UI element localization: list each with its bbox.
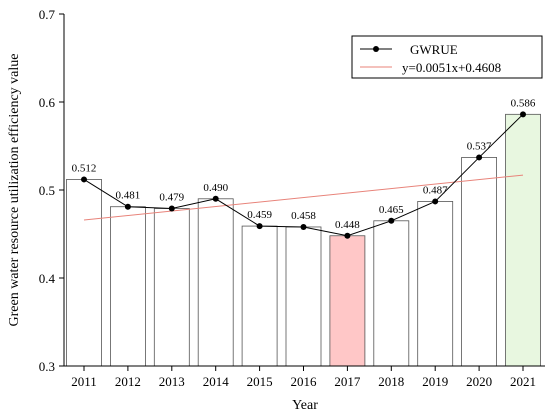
bar-2012 [110, 206, 146, 367]
x-tick-label: 2012 [115, 374, 141, 389]
y-axis-title: Green water resource utilization efficie… [7, 54, 22, 327]
point-2012 [124, 203, 131, 210]
data-label-2019: 0.487 [423, 184, 448, 196]
x-tick-label: 2020 [466, 374, 492, 389]
x-axis-title: Year [292, 398, 318, 413]
bar-2020 [461, 157, 498, 367]
data-label-2021: 0.586 [511, 97, 536, 109]
data-label-2015: 0.459 [247, 209, 272, 221]
y-tick-label: 0.7 [39, 7, 56, 22]
point-2013 [168, 205, 175, 212]
bar-2011 [66, 179, 102, 367]
y-ticks: 0.3 0.4 0.5 0.6 0.7 [39, 7, 64, 374]
x-tick-label: 2015 [247, 374, 273, 389]
data-label-2013: 0.479 [159, 191, 184, 203]
point-2014 [212, 195, 219, 202]
x-tick-label: 2017 [334, 374, 361, 389]
y-tick-label: 0.6 [39, 95, 56, 110]
legend-marker-swatch [373, 46, 379, 52]
point-2015 [256, 223, 263, 230]
legend-box [351, 35, 543, 79]
x-tick-label: 2021 [510, 374, 536, 389]
x-tick-label: 2016 [291, 374, 318, 389]
x-tick-label: 2019 [422, 374, 448, 389]
trendline-layer [83, 174, 524, 221]
data-label-2018: 0.465 [379, 204, 404, 216]
bar-2016 [285, 226, 322, 367]
legend: GWRUE y=0.0051x+0.4608 [351, 35, 543, 79]
bar-2021 [505, 113, 541, 367]
bar-2013 [153, 208, 190, 367]
data-label-2020: 0.537 [467, 140, 492, 152]
legend-label-trend: y=0.0051x+0.4608 [402, 60, 501, 75]
bar-2019 [417, 201, 454, 367]
data-label-2017: 0.448 [335, 219, 360, 231]
x-ticks: 2011 2012 2013 2014 2015 2016 2017 2018 2019 2020… [71, 366, 536, 389]
point-2019 [432, 198, 439, 205]
point-2017 [344, 232, 351, 239]
data-label-2011: 0.512 [72, 162, 97, 174]
y-tick-label: 0.3 [39, 359, 55, 374]
x-tick-label: 2018 [378, 374, 404, 389]
x-tick-label: 2013 [159, 374, 185, 389]
legend-label-gwrue: GWRUE [410, 42, 458, 57]
x-tick-label: 2014 [203, 374, 230, 389]
point-2016 [300, 223, 307, 230]
bars-layer [66, 113, 541, 367]
point-2018 [388, 217, 395, 224]
data-labels-layer: 0.512 0.481 0.479 0.490 0.459 0.458 0.448 0.465… [72, 97, 536, 230]
y-tick-label: 0.4 [39, 271, 56, 286]
bar-2017 [329, 235, 366, 367]
x-tick-label: 2011 [71, 374, 97, 389]
data-label-2012: 0.481 [116, 190, 141, 202]
data-label-2014: 0.490 [203, 182, 228, 194]
point-2020 [476, 154, 483, 161]
data-label-2016: 0.458 [291, 210, 316, 222]
trendline [83, 174, 524, 221]
bar-2015 [241, 225, 278, 367]
y-tick-label: 0.5 [39, 183, 55, 198]
bar-2018 [373, 220, 410, 367]
point-2021 [520, 111, 526, 118]
bar-2014 [197, 198, 234, 367]
point-2011 [81, 176, 87, 183]
line-layer [81, 111, 526, 239]
